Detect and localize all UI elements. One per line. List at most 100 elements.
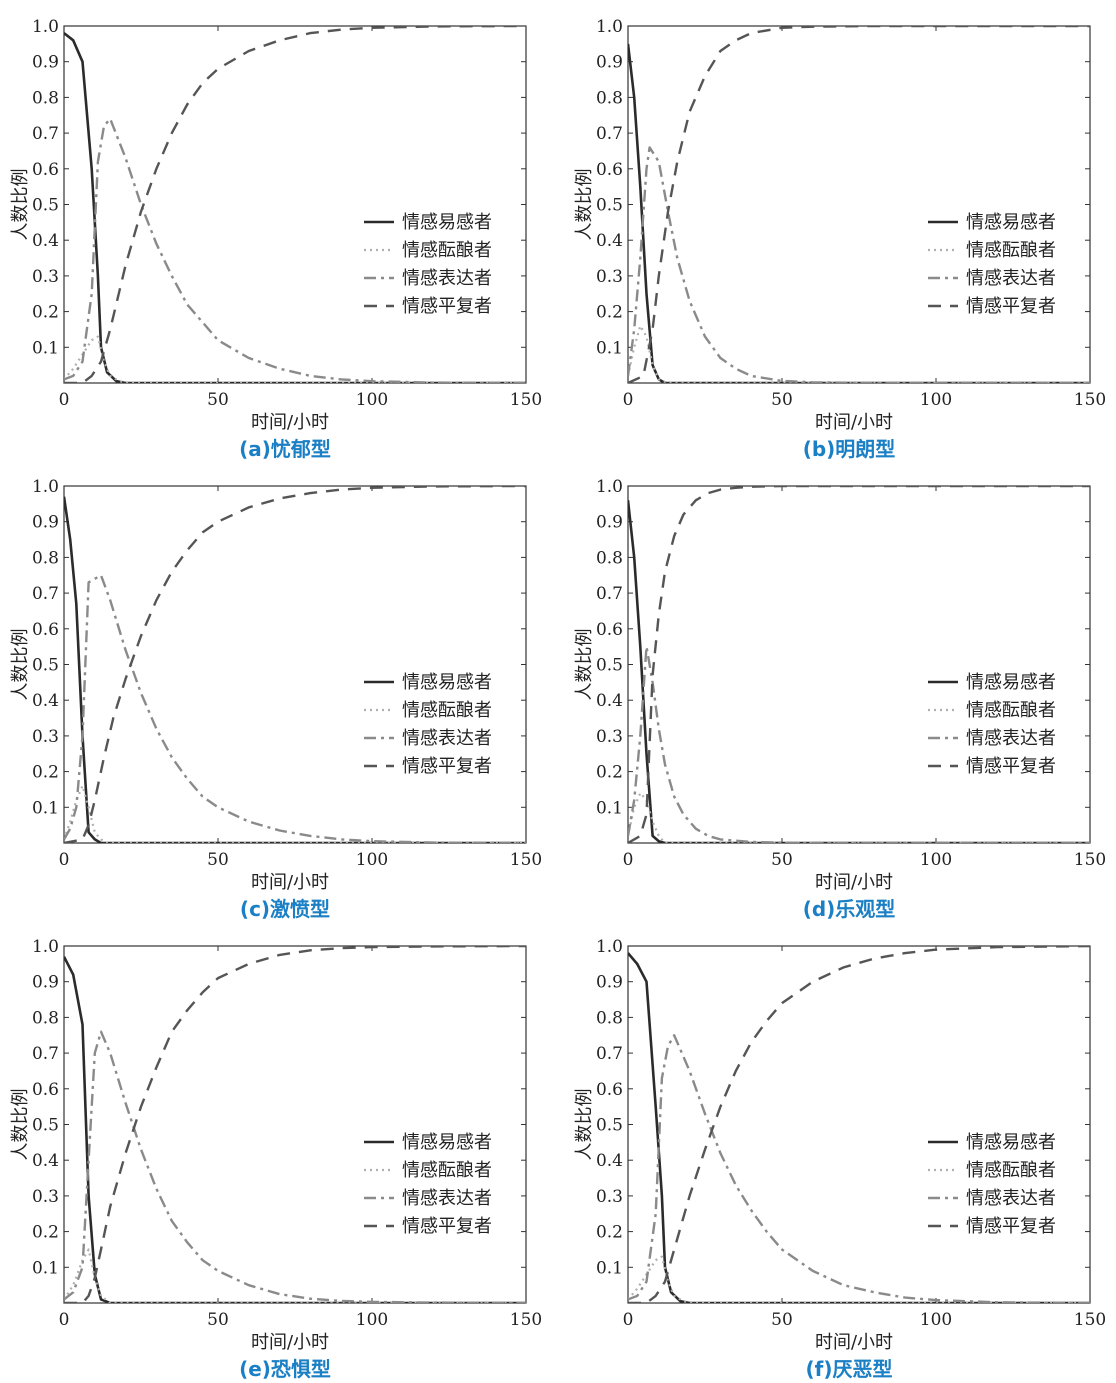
legend-label: 情感酝酿者 [966, 240, 1056, 261]
y-axis-label: 人数比例 [10, 1089, 31, 1161]
panel-caption: (d)乐观型 [803, 897, 896, 921]
y-tick-label: 0.3 [596, 267, 623, 287]
series-line-1 [628, 500, 1090, 843]
y-tick-label: 1.0 [596, 937, 623, 957]
y-tick-label: 0.8 [596, 1008, 623, 1028]
x-tick-label: 0 [623, 1310, 634, 1330]
y-tick-label: 0.2 [32, 1223, 59, 1243]
x-tick-label: 150 [510, 850, 542, 870]
x-tick-label: 50 [771, 1310, 793, 1330]
legend-label: 情感易感者 [402, 672, 492, 693]
legend-label: 情感易感者 [966, 1132, 1056, 1153]
chart-panel-5: 0.1 0.2 0.3 0.4 0.5 0.6 0.7 0.8 0.9 1.0 0 50 100 150 时… [10, 937, 542, 1381]
y-tick-label: 0.6 [596, 160, 623, 180]
x-tick-label: 0 [59, 390, 70, 410]
y-tick-label: 0.3 [596, 727, 623, 747]
series-line-3 [64, 117, 526, 383]
y-tick-label: 0.4 [32, 691, 59, 711]
series-group [64, 486, 526, 843]
legend-label: 情感酝酿者 [402, 700, 492, 721]
y-tick-label: 0.1 [596, 338, 623, 358]
y-tick-label: 0.5 [32, 656, 59, 676]
panel-caption: (b)明朗型 [803, 437, 896, 461]
legend-label: 情感酝酿者 [402, 240, 492, 261]
y-axis-label: 人数比例 [10, 629, 31, 701]
y-tick-label: 0.1 [596, 798, 623, 818]
y-tick-label: 0.3 [596, 1187, 623, 1207]
y-tick-label: 0.5 [596, 196, 623, 216]
legend-label: 情感平复者 [966, 1216, 1056, 1237]
legend-label: 情感易感者 [966, 212, 1056, 233]
series-line-2 [64, 335, 526, 383]
y-tick-label: 0.9 [596, 973, 623, 993]
y-tick-label: 0.7 [32, 584, 59, 604]
series-line-1 [628, 952, 1090, 1303]
y-tick-label: 0.1 [32, 338, 59, 358]
y-tick-label: 0.2 [596, 1223, 623, 1243]
y-axis-label: 人数比例 [574, 1089, 595, 1161]
y-tick-label: 0.2 [32, 303, 59, 323]
y-tick-label: 0.1 [32, 1258, 59, 1278]
x-tick-label: 150 [1074, 390, 1106, 410]
legend-label: 情感表达者 [402, 728, 492, 749]
y-tick-label: 0.9 [596, 513, 623, 533]
y-tick-label: 0.2 [596, 303, 623, 323]
series-line-1 [64, 496, 526, 843]
y-tick-label: 1.0 [596, 17, 623, 37]
y-tick-label: 0.9 [596, 53, 623, 73]
y-tick-label: 0.2 [596, 763, 623, 783]
legend-label: 情感表达者 [966, 1188, 1056, 1209]
y-tick-label: 0.4 [596, 231, 623, 251]
y-tick-label: 0.4 [596, 691, 623, 711]
chart-panel-4: 0.1 0.2 0.3 0.4 0.5 0.6 0.7 0.8 0.9 1.0 0 50 100 150 时… [574, 477, 1106, 921]
series-line-3 [64, 1030, 526, 1303]
series-line-4 [628, 486, 1090, 843]
x-tick-label: 50 [771, 850, 793, 870]
y-tick-label: 0.3 [32, 267, 59, 287]
x-tick-label: 0 [59, 1310, 70, 1330]
y-tick-label: 0.3 [32, 727, 59, 747]
legend-label: 情感平复者 [966, 756, 1056, 777]
y-tick-label: 0.9 [32, 973, 59, 993]
y-tick-label: 0.1 [596, 1258, 623, 1278]
x-axis-label: 时间/小时 [251, 1332, 329, 1353]
series-line-2 [628, 1255, 1090, 1303]
series-line-4 [64, 26, 526, 383]
chart-panel-3: 0.1 0.2 0.3 0.4 0.5 0.6 0.7 0.8 0.9 1.0 0 50 100 150 时… [10, 477, 542, 921]
legend-label: 情感易感者 [402, 1132, 492, 1153]
series-group [628, 486, 1090, 843]
y-axis-label: 人数比例 [574, 629, 595, 701]
y-tick-label: 0.8 [32, 1008, 59, 1028]
x-tick-label: 50 [207, 850, 229, 870]
panel-caption: (c)激愤型 [240, 897, 330, 921]
x-tick-label: 100 [356, 390, 388, 410]
y-tick-label: 0.7 [596, 1044, 623, 1064]
series-line-2 [64, 784, 526, 843]
panel-caption: (e)恐惧型 [239, 1357, 331, 1381]
y-tick-label: 0.9 [32, 513, 59, 533]
x-tick-label: 150 [1074, 1310, 1106, 1330]
plot-frame [63, 485, 527, 844]
legend-label: 情感表达者 [402, 268, 492, 289]
y-tick-label: 0.5 [596, 656, 623, 676]
legend-label: 情感易感者 [402, 212, 492, 233]
legend-label: 情感酝酿者 [966, 1160, 1056, 1181]
y-tick-label: 0.8 [32, 548, 59, 568]
series-line-2 [628, 324, 1090, 383]
x-tick-label: 100 [920, 1310, 952, 1330]
y-tick-label: 1.0 [32, 937, 59, 957]
series-line-2 [64, 1248, 526, 1303]
series-group [628, 26, 1090, 383]
y-tick-label: 0.5 [32, 1116, 59, 1136]
plot-frame [627, 485, 1091, 844]
series-line-2 [628, 791, 1090, 843]
y-tick-label: 0.9 [32, 53, 59, 73]
chart-panel-1: 0.1 0.2 0.3 0.4 0.5 0.6 0.7 0.8 0.9 1.0 0 50 100 150 时… [10, 17, 542, 461]
legend-label: 情感表达者 [402, 1188, 492, 1209]
x-tick-label: 50 [207, 1310, 229, 1330]
x-tick-label: 150 [510, 1310, 542, 1330]
legend-label: 情感表达者 [966, 268, 1056, 289]
series-line-3 [64, 574, 526, 843]
legend-label: 情感平复者 [402, 296, 492, 317]
x-axis-label: 时间/小时 [815, 1332, 893, 1353]
